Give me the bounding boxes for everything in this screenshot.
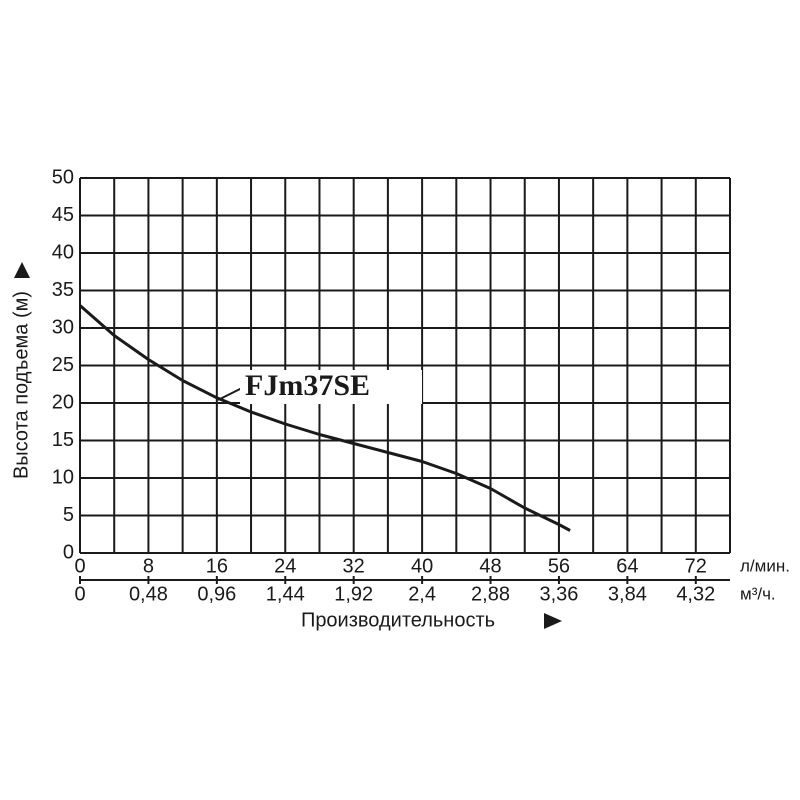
x2-tick-label: 4,32 (676, 583, 715, 605)
x2-tick-label: 3,36 (539, 583, 578, 605)
leader-line (217, 387, 243, 401)
y-tick-label: 15 (52, 429, 74, 451)
x-tick-label: 16 (206, 555, 228, 577)
x-tick-label: 32 (343, 555, 365, 577)
y-tick-label: 5 (63, 504, 74, 526)
y-tick-label: 45 (52, 204, 74, 226)
y-tick-label: 40 (52, 241, 74, 263)
x-tick-label: 72 (685, 555, 707, 577)
x2-tick-label: 0,96 (197, 583, 236, 605)
y-tick-label: 20 (52, 391, 74, 413)
y-tick-label: 0 (63, 541, 74, 563)
y-tick-label: 10 (52, 466, 74, 488)
y-tick-label: 25 (52, 354, 74, 376)
x2-unit: м³/ч. (740, 584, 776, 603)
x2-tick-label: 1,92 (334, 583, 373, 605)
label-bg (240, 370, 422, 404)
curve (79, 304, 571, 532)
x-tick-label: 0 (74, 555, 85, 577)
x-tick-label: 64 (616, 555, 638, 577)
x2-tick-label: 0 (74, 583, 85, 605)
x-tick-label: 40 (411, 555, 433, 577)
x-unit: л/мин. (740, 556, 790, 575)
y-tick-label: 50 (52, 166, 74, 188)
y-axis-label: Высота подъема (м) (10, 291, 32, 479)
x2-tick-label: 2,4 (408, 583, 436, 605)
y-axis-arrow (14, 262, 30, 278)
x-axis-label: Производительность (301, 609, 495, 631)
x-tick-label: 48 (479, 555, 501, 577)
series-label: FJm37SE (245, 369, 370, 402)
x-tick-label: 56 (548, 555, 570, 577)
x2-tick-label: 1,44 (266, 583, 305, 605)
y-tick-label: 35 (52, 279, 74, 301)
x-tick-label: 24 (274, 555, 296, 577)
x2-tick-label: 3,84 (608, 583, 647, 605)
y-tick-label: 30 (52, 316, 74, 338)
x2-tick-label: 2,88 (471, 583, 510, 605)
x-tick-label: 8 (143, 555, 154, 577)
x2-tick-label: 0,48 (129, 583, 168, 605)
x-axis-arrow (544, 613, 562, 629)
